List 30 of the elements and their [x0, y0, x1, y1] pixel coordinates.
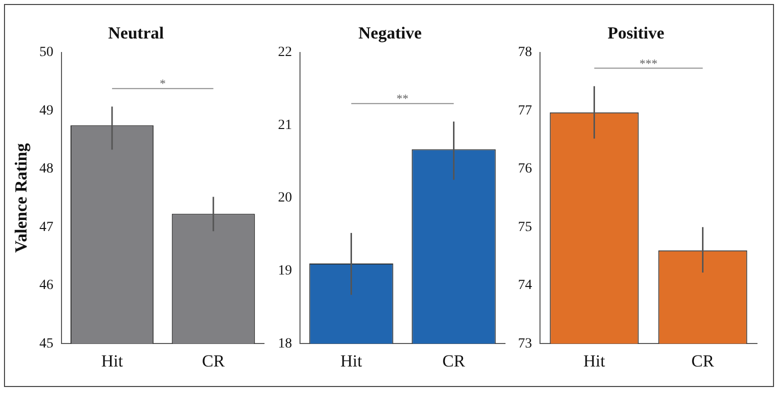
x-tick-label: CR: [691, 351, 715, 370]
y-tick-label: 19: [278, 263, 292, 278]
y-tick-label: 74: [518, 278, 532, 294]
y-tick-label: 48: [39, 162, 54, 177]
annotation: ***: [640, 56, 658, 70]
annotation: *: [160, 76, 166, 91]
y-tick-label: 46: [39, 278, 54, 294]
annotation: **: [396, 92, 408, 106]
y-tick-label: 47: [39, 220, 54, 235]
y-tick-label: 22: [278, 45, 292, 60]
x-tick-label: CR: [202, 351, 226, 370]
y-tick-label: 45: [39, 336, 54, 352]
y-tick-label: 18: [278, 336, 292, 352]
chart-title: Positive: [608, 24, 665, 43]
y-tick-label: 77: [518, 103, 532, 118]
y-axis-title: Valence Rating: [12, 142, 31, 253]
y-tick-label: 21: [278, 118, 292, 133]
y-tick-label: 73: [518, 336, 532, 352]
x-tick-label: CR: [442, 351, 466, 370]
y-tick-label: 49: [39, 103, 54, 118]
y-tick-label: 76: [518, 162, 532, 177]
y-tick-label: 75: [518, 220, 532, 235]
y-tick-label: 50: [39, 45, 54, 60]
y-tick-label: 20: [278, 190, 292, 206]
x-tick-label: Hit: [583, 351, 606, 370]
chart-title: Neutral: [108, 24, 164, 43]
chart-title: Negative: [358, 24, 422, 43]
x-tick-label: Hit: [340, 351, 362, 370]
y-tick-label: 78: [518, 45, 532, 60]
x-tick-label: Hit: [101, 351, 124, 370]
